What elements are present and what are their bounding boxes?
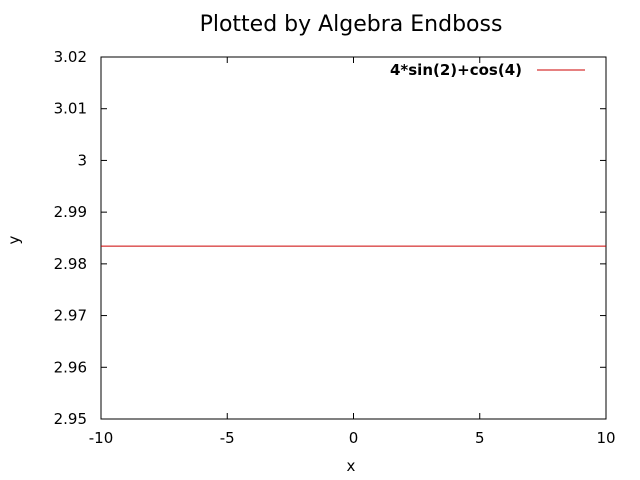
y-tick-label: 2.97 [54, 307, 87, 325]
legend: 4*sin(2)+cos(4) [390, 61, 585, 79]
y-tick-label: 2.96 [54, 358, 87, 376]
x-axis: -10 -5 0 5 10 [89, 57, 616, 447]
y-axis: 2.95 2.96 2.97 2.98 2.99 3 3.01 3.02 [54, 48, 606, 428]
y-tick-label: 3.01 [54, 100, 87, 118]
x-axis-label: x [347, 457, 356, 475]
x-tick-label: 0 [349, 429, 359, 447]
y-tick-label: 3.02 [54, 48, 87, 66]
plot-frame [100, 56, 607, 420]
x-tick-label: -5 [220, 429, 235, 447]
chart-title: Plotted by Algebra Endboss [200, 12, 503, 37]
y-axis-label: y [5, 235, 23, 244]
x-tick-label: -10 [89, 429, 114, 447]
y-tick-label: 2.99 [54, 203, 87, 221]
x-tick-label: 10 [596, 429, 615, 447]
legend-label: 4*sin(2)+cos(4) [390, 61, 522, 79]
y-tick-label: 3 [77, 151, 87, 169]
y-tick-label: 2.98 [54, 255, 87, 273]
x-tick-label: 5 [475, 429, 485, 447]
y-tick-label: 2.95 [54, 410, 87, 428]
